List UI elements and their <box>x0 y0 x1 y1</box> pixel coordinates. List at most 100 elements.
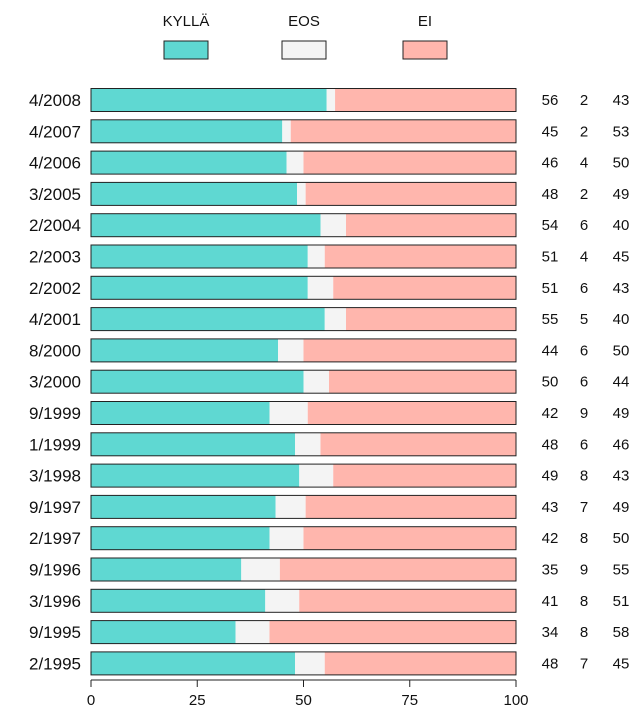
bar-segment <box>91 307 325 331</box>
row-label: 2/1995 <box>29 654 81 673</box>
x-tick-label: 0 <box>87 692 95 709</box>
value-label: 51 <box>542 280 559 297</box>
value-label: 51 <box>542 249 559 266</box>
value-label: 45 <box>613 655 630 672</box>
bar-segment <box>335 88 516 112</box>
value-label: 8 <box>580 593 588 610</box>
legend-label: EOS <box>288 13 320 30</box>
value-label: 7 <box>580 499 588 516</box>
bar-outline <box>90 369 517 394</box>
bar-segment <box>303 338 516 362</box>
legend-swatch <box>163 40 209 60</box>
bar-outline <box>90 338 517 363</box>
bar-segment <box>297 182 306 206</box>
bar-segment <box>305 495 516 519</box>
bar-segment <box>320 213 346 237</box>
value-label: 46 <box>613 436 630 453</box>
x-tick-label: 25 <box>189 692 206 709</box>
bar-segment <box>333 276 516 300</box>
row-label: 4/2008 <box>29 91 81 110</box>
value-label: 50 <box>542 374 559 391</box>
legend-swatch <box>402 40 448 60</box>
row-label: 9/1999 <box>29 404 81 423</box>
bar-outline <box>90 150 517 175</box>
value-label: 7 <box>580 655 588 672</box>
row-label: 2/2002 <box>29 279 81 298</box>
bar-segment <box>91 464 300 488</box>
value-label: 50 <box>613 530 630 547</box>
bar-outline <box>90 88 517 112</box>
bar-segment <box>307 401 516 425</box>
bar-outline <box>90 463 517 488</box>
bar-segment <box>303 526 516 550</box>
value-label: 45 <box>613 249 630 266</box>
bar-outline <box>90 213 517 238</box>
bar-segment <box>333 464 516 488</box>
value-label: 43 <box>542 499 559 516</box>
bar-segment <box>91 589 266 613</box>
bar-segment <box>269 526 304 550</box>
bar-segment <box>91 182 298 206</box>
value-label: 44 <box>613 374 630 391</box>
bar-segment <box>278 338 304 362</box>
row-label: 9/1995 <box>29 623 81 642</box>
value-label: 49 <box>613 186 630 203</box>
value-label: 4 <box>580 155 588 172</box>
row-label: 2/2004 <box>29 216 81 235</box>
bar-segment <box>269 401 308 425</box>
value-label: 4 <box>580 249 588 266</box>
bar-segment <box>324 307 346 331</box>
bar-segment <box>91 245 308 268</box>
value-label: 53 <box>613 123 630 140</box>
bar-segment <box>91 432 295 456</box>
bar-outline <box>90 526 517 551</box>
row-label: 3/1996 <box>29 592 81 611</box>
bar-segment <box>265 589 300 613</box>
bar-segment <box>290 119 516 143</box>
value-label: 8 <box>580 530 588 547</box>
legend: KYLLÄ EOS EI <box>163 13 448 60</box>
value-label: 49 <box>613 499 630 516</box>
value-label: 54 <box>542 217 559 234</box>
value-label: 43 <box>613 468 630 485</box>
legend-label: KYLLÄ <box>163 13 210 30</box>
value-label: 55 <box>542 311 559 328</box>
bar-segment <box>91 88 327 112</box>
bar-outline <box>90 494 517 519</box>
row-label: 4/2006 <box>29 154 81 173</box>
value-label: 43 <box>613 92 630 109</box>
bar-segment <box>305 182 516 206</box>
row-label: 9/1996 <box>29 561 81 580</box>
bar-segment <box>326 88 336 112</box>
x-tick-label: 75 <box>401 692 418 709</box>
bar-outline <box>90 432 517 457</box>
bar-segment <box>346 213 516 237</box>
row-label: 2/2003 <box>29 248 81 267</box>
value-label: 9 <box>580 405 588 422</box>
value-label: 46 <box>542 155 559 172</box>
value-label: 44 <box>542 342 559 359</box>
value-label: 45 <box>542 123 559 140</box>
value-label: 35 <box>542 562 559 579</box>
bar-segment <box>91 276 308 300</box>
value-label: 41 <box>542 593 559 610</box>
bars <box>90 88 517 676</box>
value-label: 9 <box>580 562 588 579</box>
bar-segment <box>91 651 295 675</box>
value-label: 40 <box>613 311 630 328</box>
bar-outline <box>90 275 517 300</box>
value-label: 56 <box>542 92 559 109</box>
value-label: 48 <box>542 436 559 453</box>
value-label: 6 <box>580 374 588 391</box>
bar-segment <box>299 464 334 488</box>
bar-segment <box>303 370 329 394</box>
bar-segment <box>329 370 516 394</box>
bar-outline <box>90 588 517 613</box>
value-label: 49 <box>542 468 559 485</box>
bar-outline <box>90 181 517 206</box>
bar-outline <box>90 620 517 645</box>
bar-segment <box>91 119 283 143</box>
x-tick-label: 100 <box>503 692 528 709</box>
value-label: 34 <box>542 624 559 641</box>
